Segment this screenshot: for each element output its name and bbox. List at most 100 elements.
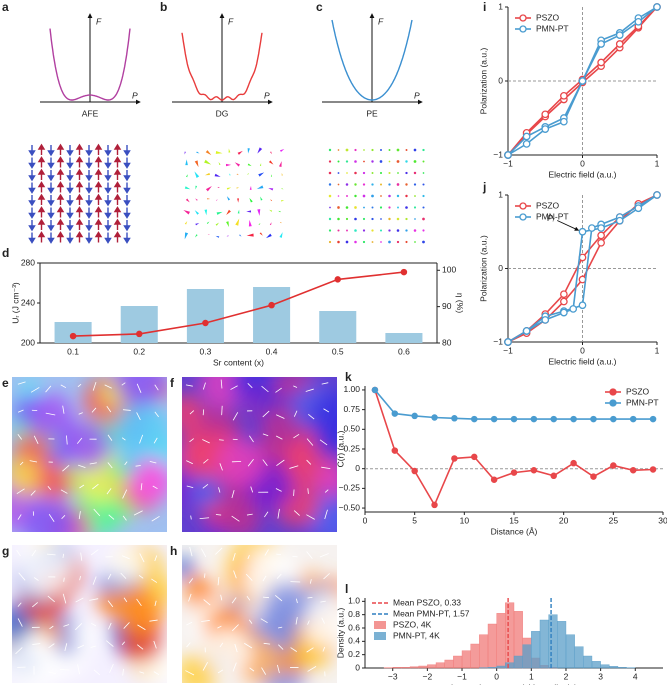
dipole-arrow: [47, 220, 55, 232]
point: [411, 412, 418, 420]
dipole-tick: [186, 642, 191, 648]
x-tick-label: 3: [598, 671, 603, 681]
dipole-dot: [345, 206, 349, 209]
x-tick-label: 0.6: [398, 346, 410, 356]
dipole-tick: [63, 577, 65, 582]
dipole-tick: [293, 433, 300, 439]
dipole-arrow: [75, 156, 84, 168]
dipole-tick: [154, 411, 159, 418]
dipole-tick: [247, 458, 254, 467]
dipole-tick: [78, 464, 86, 469]
dipole-arrow: [28, 220, 36, 232]
dipole-arrow: [259, 163, 262, 167]
dipole-arrow: [184, 151, 186, 155]
histogram-bar: [513, 655, 523, 669]
x-tick-label: 0.1: [67, 346, 79, 356]
point: [504, 338, 512, 346]
point: [634, 204, 643, 213]
dipole-tick: [92, 381, 97, 391]
panel-letter: c: [316, 0, 323, 14]
dipole-tick: [233, 570, 237, 579]
dipole-tick: [107, 573, 112, 580]
dipole-tick: [250, 486, 254, 493]
point: [578, 227, 587, 236]
bar: [186, 289, 224, 343]
dipole-tick: [62, 405, 65, 414]
dipole-dot: [388, 240, 391, 244]
dipole-arrow: [225, 163, 232, 167]
y-tick-label: 240: [21, 297, 35, 307]
dipole-arrow: [246, 210, 252, 213]
point: [451, 455, 458, 462]
dipole-dot: [363, 160, 365, 163]
legend-label: PSZO: [626, 386, 650, 396]
dipole-tick: [49, 625, 54, 630]
annotation-arrow: [557, 220, 580, 231]
histogram-bar: [591, 661, 601, 669]
dipole-tick: [149, 461, 157, 464]
dipole-tick: [219, 463, 223, 471]
dipole-tick: [139, 553, 145, 563]
dipole-dot: [396, 229, 400, 232]
point: [451, 415, 458, 422]
point: [629, 415, 637, 423]
dipole-tick: [232, 624, 239, 632]
dipole-tick: [32, 602, 38, 608]
dipole-arrow: [123, 170, 131, 182]
dipole-dot: [362, 183, 366, 186]
dipole-tick: [262, 433, 269, 437]
point: [570, 459, 577, 467]
dipole-dot: [422, 148, 425, 152]
y-axis-label: Polarization (a.u.): [478, 48, 488, 115]
dipole-tick: [263, 642, 271, 645]
dipole-arrow: [66, 157, 74, 169]
histogram-bar: [401, 667, 411, 669]
point: [268, 301, 275, 309]
dipole-tick: [260, 618, 268, 624]
axis-label: P: [414, 90, 420, 100]
dipole-tick: [295, 598, 298, 604]
dipole-tick: [231, 597, 237, 604]
chart-panel-i: i −1 0 1 −1 0 1 Electric field (a.u.) Polarizati…: [478, 0, 661, 179]
dipole-arrow: [226, 221, 229, 228]
dipole-dot: [337, 229, 340, 232]
dipole-arrow: [207, 198, 211, 200]
dipole-dot: [328, 171, 332, 175]
dipole-arrow: [94, 143, 103, 155]
blob: [114, 585, 166, 636]
dipole-arrow: [104, 170, 112, 182]
legend-marker: [519, 213, 527, 221]
dipole-dot: [379, 229, 383, 232]
dipole-arrow: [37, 218, 46, 230]
point: [569, 305, 578, 313]
dipole-tick: [324, 489, 329, 493]
dipole-tick: [133, 510, 143, 516]
dipole-arrow: [205, 150, 212, 156]
dipole-arrow: [194, 160, 199, 168]
dipole-tick: [249, 667, 255, 672]
dipole-arrow: [185, 159, 188, 166]
dipole-tick: [189, 438, 194, 443]
dipole-tick: [61, 515, 66, 520]
dipole-dot: [388, 183, 391, 186]
dipole-tick: [30, 490, 36, 496]
panel-letter: i: [483, 0, 486, 14]
dipole-arrow: [47, 157, 55, 169]
blob: [183, 573, 215, 605]
point: [587, 224, 596, 232]
dipole-tick: [136, 383, 142, 393]
x-tick-label: 15: [509, 515, 519, 525]
blob: [264, 581, 310, 627]
dipole-arrow: [113, 206, 122, 218]
point: [649, 415, 657, 423]
dipole-arrow: [94, 218, 103, 230]
histogram-bar: [409, 666, 419, 669]
dipole-tick: [309, 579, 312, 584]
histogram-bar: [496, 613, 506, 669]
dipole-arrow: [184, 221, 188, 225]
dipole-arrow: [66, 145, 74, 157]
dipole-arrow: [123, 182, 131, 194]
point: [560, 308, 568, 317]
y-tick-label: 0: [355, 463, 360, 473]
histogram-bar: [444, 659, 454, 669]
